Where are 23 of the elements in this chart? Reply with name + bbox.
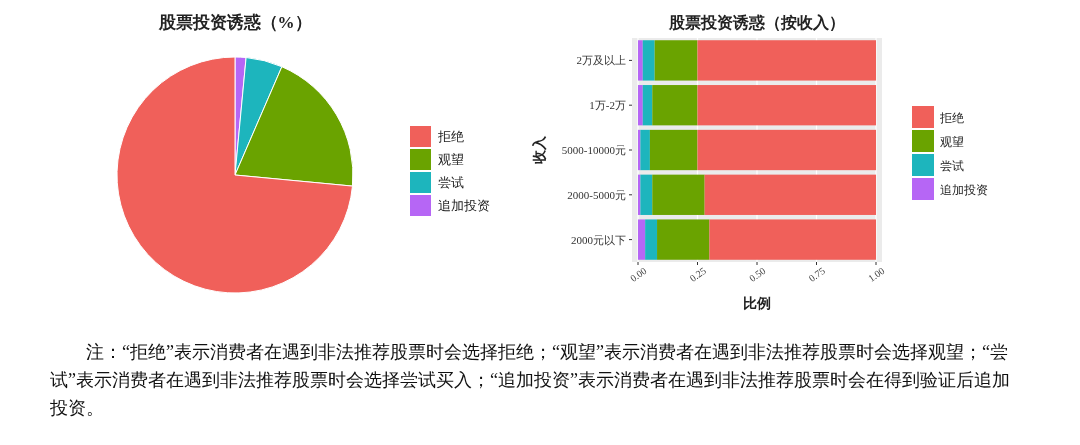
legend-label: 尝试 xyxy=(940,159,964,173)
legend-label: 尝试 xyxy=(438,175,464,190)
legend-label: 观望 xyxy=(438,152,464,167)
x-tick-label: 1.00 xyxy=(865,264,887,284)
y-axis-title: 收入 xyxy=(532,135,547,164)
x-tick-label: 0.00 xyxy=(627,264,649,284)
legend-label: 追加投资 xyxy=(438,198,490,213)
legend-label: 追加投资 xyxy=(940,183,988,197)
legend-label: 拒绝 xyxy=(939,111,964,125)
x-tick-label: 0.50 xyxy=(746,264,768,284)
x-tick-label: 0.75 xyxy=(806,264,828,284)
y-tick-label: 2万及以上 xyxy=(576,54,626,67)
x-axis-title: 比例 xyxy=(743,296,771,311)
text: 注：“拒绝”表示消费者在遇到非法推荐股票时会选择拒绝；“观望”表示消费者在遇到非法推荐股票时会选择观望；“尝试”表示消费者在遇到非法推荐股票时会选择尝试买入；“追加投资”表示消费者在遇到非法推荐股票时会在得到验证后追加投资。 xyxy=(50,341,1010,420)
chart-title: 股票投资诱惑（按收入） xyxy=(668,14,845,32)
y-tick-label: 2000-5000元 xyxy=(567,188,626,201)
legend-label: 观望 xyxy=(940,135,964,149)
y-tick-label: 2000元以下 xyxy=(571,233,626,246)
x-tick-label: 0.25 xyxy=(687,264,709,284)
legend-label: 拒绝 xyxy=(437,129,464,144)
chart-title: 股票投资诱惑（%） xyxy=(157,13,312,32)
y-tick-label: 1万-2万 xyxy=(589,99,626,112)
y-tick-label: 5000-10000元 xyxy=(561,144,626,156)
